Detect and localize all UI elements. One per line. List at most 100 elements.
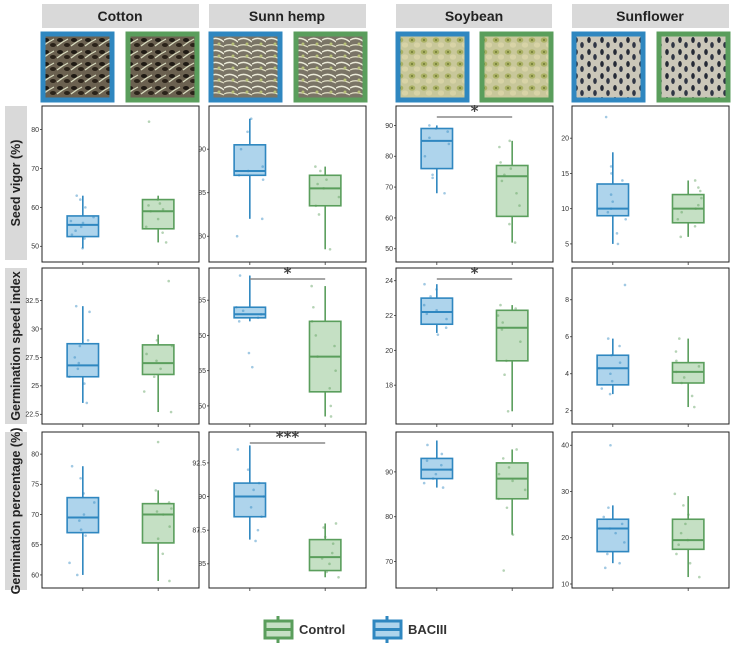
photo-cotton-control [125,31,200,103]
box-iqr [495,164,529,218]
data-point [422,481,426,485]
data-point [444,326,448,330]
data-point [499,161,502,164]
data-point [241,309,245,313]
y-tick-label: 22.5 [25,412,39,419]
box-iqr [596,354,630,386]
data-point [325,178,328,181]
data-point [86,339,90,342]
data-point [158,202,162,205]
data-point [79,225,83,229]
data-point [145,352,148,356]
data-point [674,370,678,374]
y-tick-label: 60 [198,333,206,340]
data-point [77,361,81,365]
data-point [698,189,702,193]
data-point [674,350,678,353]
data-point [81,221,85,225]
data-point [316,355,319,358]
data-point [676,217,680,221]
data-point [506,409,510,413]
photo-cotton-baciii [40,31,115,103]
panel-germination-speed-index-soybean: 18 20 22 24 * [385,264,554,427]
data-point [314,334,318,337]
data-point [682,376,686,379]
box-control [308,522,342,579]
data-point [83,382,86,385]
data-point [502,569,506,572]
box-baciii [233,117,267,238]
data-point [445,317,448,321]
box-iqr [233,306,267,319]
box-iqr [495,309,529,362]
data-point [168,579,171,583]
data-point [161,552,165,556]
data-point [610,172,613,175]
data-point [246,169,250,173]
data-point [310,284,313,288]
data-point [618,344,621,348]
data-point [156,537,160,540]
box-control [308,284,342,418]
data-point [337,575,340,579]
data-point [614,531,617,535]
strip-label-sunn-hemp: Sunn hemp [249,8,325,24]
significance-label: * [471,102,479,120]
data-point [443,191,446,195]
box-control [141,120,175,244]
data-point [615,232,619,235]
box-baciii [66,194,100,250]
y-tick-label: 65 [31,542,39,549]
data-point [700,196,703,200]
data-point [436,333,440,336]
photo-sunn-hemp-baciii [208,31,283,103]
data-point [503,373,506,377]
photo-soybean-control [479,31,554,103]
panel-seed-vigor-cotton: 50 60 70 80 [31,105,200,265]
y-tick-label: 90 [198,494,206,501]
data-point [618,561,621,565]
y-tick-label: 60 [31,205,39,212]
box-baciii [233,274,267,369]
box-iqr [420,127,454,170]
data-point [317,213,321,216]
data-point [316,182,319,186]
panel-germination-percentage-sunflower: 10 20 30 40 [561,431,730,591]
data-point [686,538,690,542]
data-point [247,351,251,355]
row-label-germination-speed: Germination speed index [9,271,23,420]
data-point [322,187,325,190]
data-point [328,562,331,566]
legend-label-control: Control [299,622,345,637]
data-point [147,204,150,207]
data-point [425,312,429,316]
y-tick-label: 80 [198,234,206,241]
data-point [693,405,696,409]
data-point [328,247,332,251]
data-point [156,217,160,221]
panel-germination-percentage-cotton: 60 65 70 75 80 [31,431,200,591]
data-point [422,303,426,307]
data-point [697,203,700,207]
data-point [85,401,89,405]
data-point [159,367,162,371]
data-point [608,392,612,396]
data-point [501,457,505,460]
data-point [78,344,82,348]
y-tick-label: 60 [31,572,39,579]
panel-frame [208,431,367,589]
data-point [697,186,700,189]
y-tick-label: 24 [385,278,393,285]
y-tick-label: 2 [565,408,569,415]
data-point [256,316,260,320]
data-point [431,477,435,480]
box-iqr [420,457,454,480]
data-point [168,525,171,528]
data-point [142,390,146,393]
photo-sunflower-baciii [571,31,646,103]
panel-frame [571,267,730,425]
data-point [609,372,612,376]
data-point [603,566,607,570]
box-control [671,179,705,239]
data-point [314,165,317,168]
